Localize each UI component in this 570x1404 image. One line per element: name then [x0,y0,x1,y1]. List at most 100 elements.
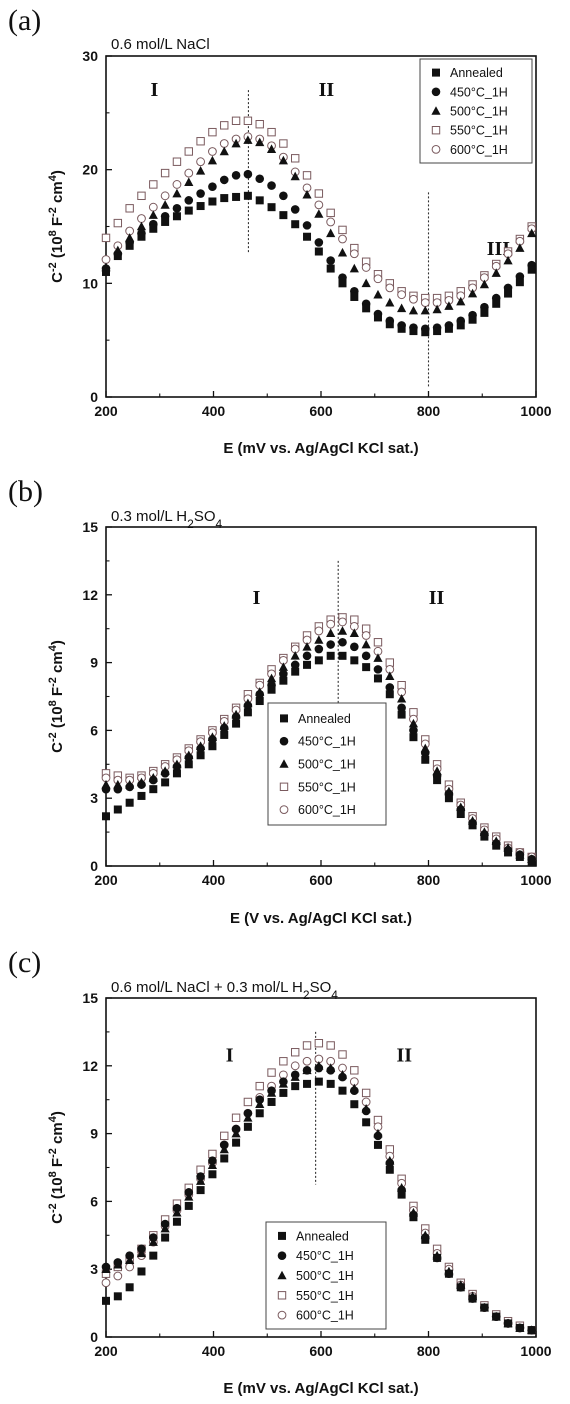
data-point [314,635,324,644]
legend-label: 500°C_1H [450,105,508,119]
data-point [220,194,229,203]
data-point [337,247,348,257]
x-tick-label: 800 [417,403,441,419]
data-point [326,628,336,638]
data-point [102,812,110,821]
legend-marker [277,1291,287,1300]
data-point [161,778,170,787]
data-point [243,708,252,717]
data-point [113,1292,122,1301]
data-point [184,196,194,205]
y-tick-label: 9 [90,1126,98,1142]
data-point [468,315,477,324]
data-point [515,1323,524,1332]
data-point [373,289,383,299]
legend-label: 550°C_1H [296,1289,354,1303]
data-point [527,1326,536,1335]
data-point [527,265,536,274]
data-point [408,718,419,728]
data-point [456,321,465,330]
data-point [349,249,359,259]
y-tick-label: 12 [82,1058,98,1074]
data-point [291,1048,300,1057]
data-point [243,191,252,200]
x-tick-label: 400 [202,872,226,888]
data-point [456,1283,465,1292]
data-point [113,1271,123,1281]
chart-title-sub: 2 [303,988,310,1002]
data-point [338,234,347,244]
series-triangle [101,135,537,315]
region-label: II [397,1044,413,1066]
data-point [184,760,193,769]
chart-title-part: 0.6 mol/L NaCl + 0.3 mol/L H [111,979,303,996]
data-point [515,278,524,287]
y-axis-label-part: cm [49,651,66,677]
data-point [397,710,406,719]
data-point [160,769,170,778]
y-axis-label-sup: -2 [47,1203,59,1213]
data-point [196,166,206,175]
data-point [302,651,312,661]
data-point [231,712,241,722]
data-point [350,1100,359,1109]
data-point [125,798,134,807]
data-point [125,1283,134,1292]
data-point [161,217,170,226]
data-point [231,171,241,180]
data-point [302,641,312,651]
data-point [290,1070,300,1080]
data-point [326,217,336,227]
data-point [232,719,241,728]
data-point [137,1244,146,1254]
y-axis-label-part: ) [49,170,66,175]
data-point [314,626,324,636]
legend-label: 600°C_1H [298,803,356,817]
data-point [504,1319,513,1328]
data-point [362,663,371,672]
y-axis-label-sup: -2 [47,1148,59,1158]
data-point [102,1296,110,1305]
y-axis-label-sup: 8 [47,230,59,236]
data-point [338,637,347,647]
data-point [303,232,312,241]
series-square [102,191,536,337]
data-point [149,785,158,794]
data-point [243,1122,252,1131]
data-point [314,247,323,256]
y-axis-label-sup: 4 [47,644,59,651]
data-point [361,263,371,272]
data-point [302,189,312,199]
y-axis-label-part: (10 [49,706,66,732]
data-point [314,189,324,198]
data-point [338,279,347,288]
data-point [326,619,336,629]
data-point [302,1041,312,1050]
data-point [433,1253,442,1262]
data-point [101,233,111,243]
chart-title-part: SO [310,979,332,996]
legend: Annealed 450°C_1H 500°C_1H 550°C_1H 600°C_1H [267,702,387,826]
data-point [467,288,478,298]
data-point [255,174,265,184]
y-axis-label-part: ) [49,640,66,645]
data-point [385,297,395,307]
data-point [397,303,407,313]
legend-marker [279,736,289,746]
data-point [338,225,347,235]
legend-marker [279,805,289,814]
data-point [220,1154,229,1163]
y-tick-label: 10 [82,275,98,291]
data-point [243,135,253,144]
data-point [279,1057,288,1066]
data-point [279,191,288,201]
data-point [137,780,146,789]
data-point [385,671,395,680]
data-point [208,742,217,751]
data-point [172,180,182,189]
data-point [255,1095,265,1104]
legend-label: 550°C_1H [298,780,356,794]
x-axis-label: E (V vs. Ag/AgCl KCl sat.) [230,910,412,927]
data-point [172,1217,181,1226]
data-point [373,1140,382,1149]
